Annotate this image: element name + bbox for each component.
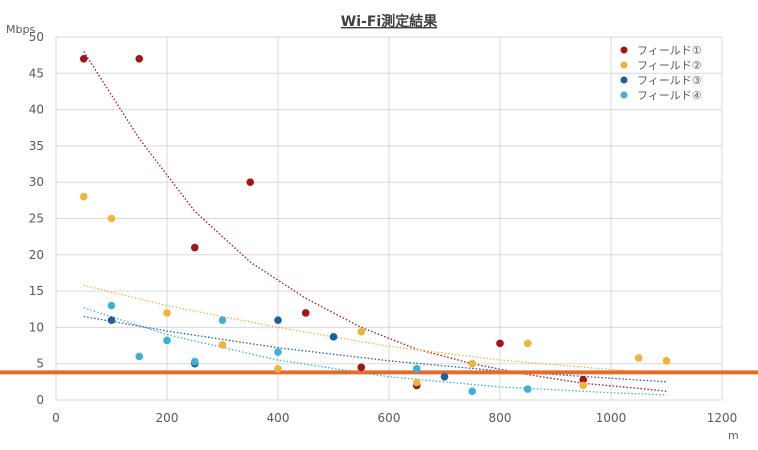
data-point [440, 372, 449, 381]
tick-labels: 0 5 10 15 20 25 30 35 40 45 50 0 200 400 600 800 1000 120… [29, 30, 738, 425]
data-point [274, 364, 282, 373]
data-point [579, 375, 588, 384]
y-tick-label: 15 [29, 284, 44, 298]
data-point [190, 357, 199, 366]
data-point [523, 339, 532, 348]
y-tick-label: 45 [29, 66, 44, 80]
data-point [107, 301, 116, 310]
x-tick-label: 800 [489, 411, 512, 425]
y-tick-label: 20 [29, 248, 44, 262]
data-point [662, 356, 671, 365]
data-point [107, 214, 116, 223]
data-point [412, 378, 421, 387]
data-point [301, 309, 310, 317]
y-tick-label: 5 [36, 357, 44, 371]
y-tick-label: 0 [36, 393, 44, 407]
chart-title: Wi-Fi測定結果 [341, 13, 438, 30]
y-tick-label: 35 [29, 139, 44, 153]
x-tick-label: 1200 [707, 411, 738, 425]
y-tick-label: 50 [29, 30, 44, 44]
data-point [218, 341, 227, 349]
trendline [83, 307, 667, 396]
x-tick-label: 0 [52, 411, 60, 425]
data-point [274, 316, 282, 324]
data-point [135, 352, 144, 361]
data-point [634, 354, 643, 362]
data-point [163, 309, 171, 317]
data-point [218, 316, 227, 324]
x-tick-label: 400 [267, 411, 290, 425]
data-point [79, 192, 88, 201]
data-point [412, 364, 421, 373]
y-tick-label: 40 [29, 103, 44, 117]
data-point [79, 54, 88, 63]
legend-label: フィールド③ [637, 74, 702, 87]
legend-label: フィールド① [637, 44, 702, 57]
data-point [246, 178, 255, 186]
data-point [357, 363, 366, 372]
legend-marker [620, 61, 628, 69]
legend-marker [620, 76, 628, 84]
y-tick-label: 25 [29, 212, 44, 226]
legend-marker [620, 46, 628, 54]
data-point [496, 339, 504, 348]
x-tick-label: 200 [156, 411, 179, 425]
data-points [79, 54, 671, 396]
data-point [468, 359, 477, 368]
data-point [523, 385, 532, 393]
legend-marker [620, 91, 628, 99]
x-tick-label: 1000 [596, 411, 627, 425]
trendline [83, 315, 667, 383]
y-axis-unit: Mbps [6, 23, 35, 36]
data-point [274, 348, 282, 356]
x-tick-label: 600 [378, 411, 401, 425]
data-point [329, 333, 338, 341]
data-point [190, 243, 199, 252]
data-point [579, 381, 588, 390]
data-point [468, 387, 477, 396]
gridlines [55, 36, 723, 401]
legend-label: フィールド② [637, 59, 702, 72]
data-point [163, 336, 171, 345]
y-tick-label: 10 [29, 320, 44, 334]
data-point [135, 54, 144, 63]
trendlines [83, 51, 667, 396]
data-point [107, 316, 116, 324]
legend-label: フィールド④ [637, 89, 702, 102]
x-axis-unit: m [728, 429, 739, 442]
trendline [83, 51, 667, 392]
y-tick-label: 30 [29, 175, 44, 189]
legend: フィールド① フィールド② フィールド③ フィールド④ [620, 44, 702, 102]
data-point [357, 327, 366, 336]
